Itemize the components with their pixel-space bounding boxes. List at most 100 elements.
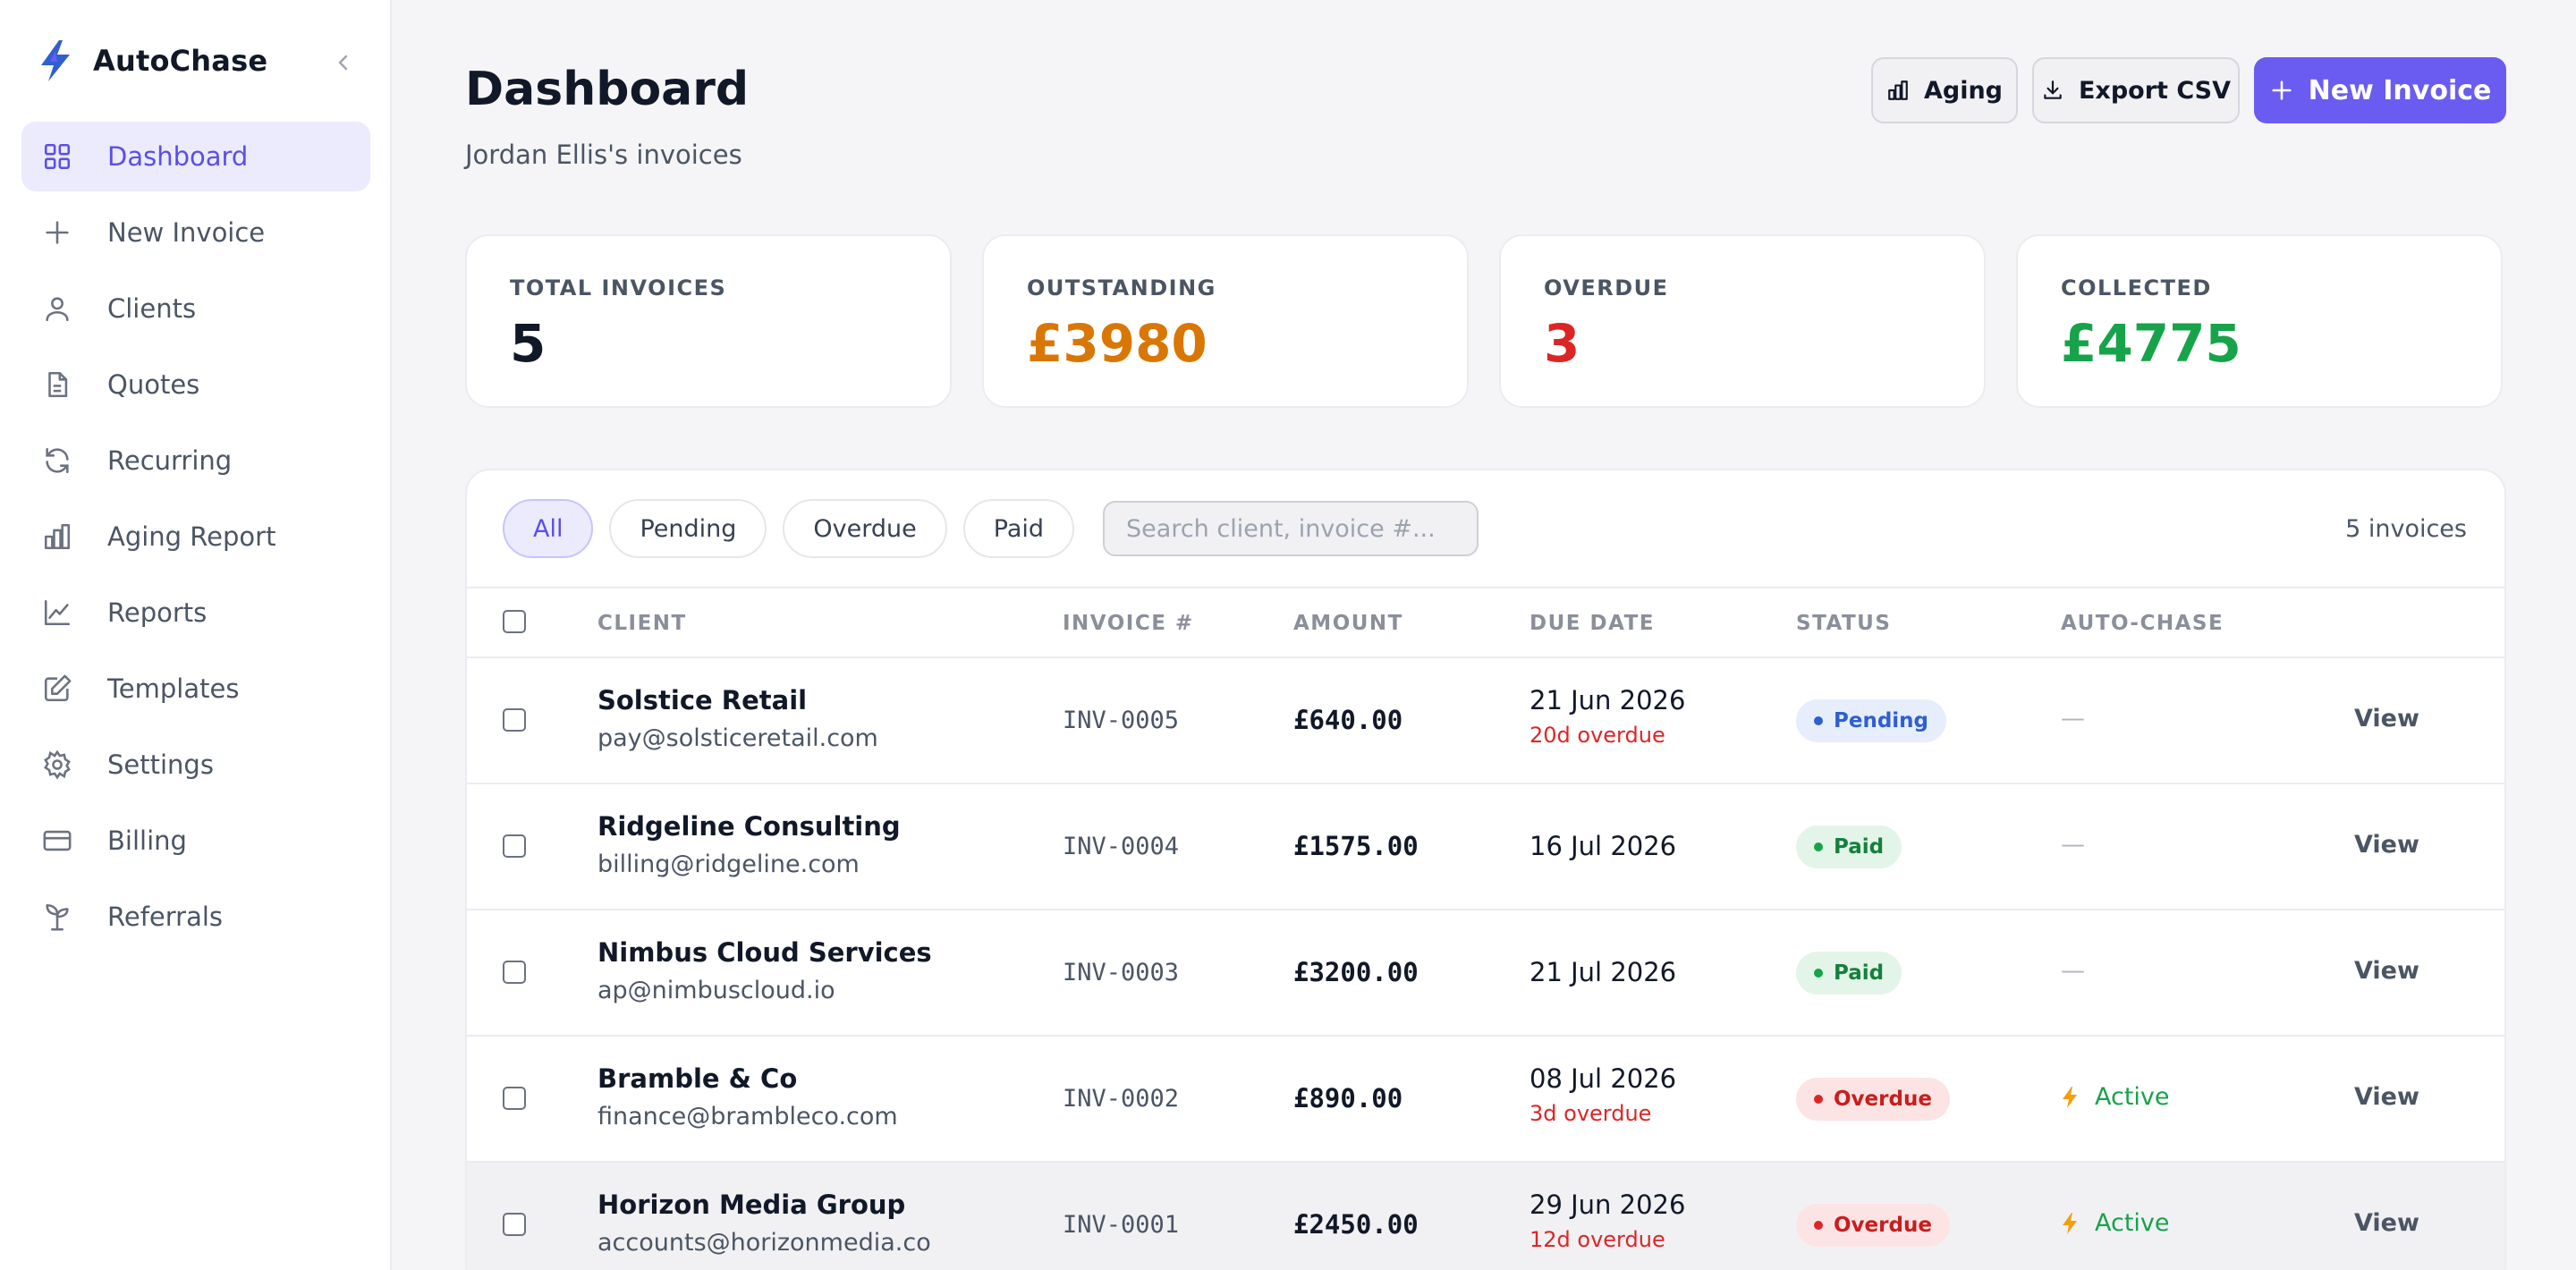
sidebar-item-recurring[interactable]: Recurring (21, 426, 370, 495)
client-name: Ridgeline Consulting (597, 811, 901, 842)
row-checkbox[interactable] (503, 961, 526, 984)
sidebar-item-billing[interactable]: Billing (21, 806, 370, 876)
sidebar-item-clients[interactable]: Clients (21, 274, 370, 343)
sidebar-item-reports[interactable]: Reports (21, 578, 370, 648)
sprout-icon (39, 899, 75, 935)
filter-chip-overdue[interactable]: Overdue (783, 499, 947, 558)
invoice-amount: £890.00 (1293, 1083, 1403, 1113)
status-label: Overdue (1834, 1088, 1932, 1111)
invoice-number: INV-0003 (1063, 959, 1180, 986)
filter-bar: All Pending Overdue Paid (503, 499, 1479, 558)
client-email: pay@solsticeretail.com (597, 724, 878, 752)
table-row[interactable]: Nimbus Cloud Services ap@nimbuscloud.io … (467, 910, 2504, 1037)
stat-card-overdue: OVERDUE 3 (1499, 234, 1986, 408)
brand-name: AutoChase (93, 44, 268, 78)
lightning-icon (2061, 1212, 2079, 1235)
collapse-sidebar-button[interactable] (326, 45, 361, 80)
status-dot (1814, 716, 1823, 725)
stat-value: 5 (510, 313, 547, 374)
sidebar-item-label: Aging Report (107, 521, 276, 552)
view-link[interactable]: View (2354, 705, 2419, 732)
row-checkbox[interactable] (503, 834, 526, 858)
new-invoice-button-label: New Invoice (2308, 74, 2492, 106)
column-header-amount: AMOUNT (1293, 612, 1403, 635)
sidebar-item-label: New Invoice (107, 217, 266, 248)
auto-chase-value: Active (2061, 1083, 2170, 1111)
sidebar-item-settings[interactable]: Settings (21, 730, 370, 800)
new-invoice-button[interactable]: New Invoice (2254, 57, 2506, 123)
table-row[interactable]: Bramble & Co finance@brambleco.com INV-0… (467, 1037, 2504, 1163)
grid-icon (39, 139, 75, 174)
client-name: Nimbus Cloud Services (597, 937, 932, 968)
column-header-due-date: DUE DATE (1530, 612, 1655, 635)
brand[interactable]: AutoChase (36, 36, 267, 86)
status-dot (1814, 1221, 1823, 1230)
view-link[interactable]: View (2354, 831, 2419, 859)
status-label: Paid (1834, 835, 1885, 859)
client-email: accounts@horizonmedia.co (597, 1229, 931, 1257)
stat-label: OVERDUE (1544, 275, 1669, 301)
sidebar-item-new-invoice[interactable]: New Invoice (21, 198, 370, 267)
row-checkbox[interactable] (503, 708, 526, 732)
client-email: ap@nimbuscloud.io (597, 977, 835, 1004)
auto-chase-label: Active (2095, 1083, 2170, 1111)
export-csv-button-label: Export CSV (2078, 76, 2231, 105)
invoice-count: 5 invoices (2345, 515, 2467, 543)
bar-chart-icon (1886, 79, 1910, 102)
table-row[interactable]: Ridgeline Consulting billing@ridgeline.c… (467, 784, 2504, 910)
export-csv-button[interactable]: Export CSV (2032, 57, 2240, 123)
sidebar-item-aging-report[interactable]: Aging Report (21, 502, 370, 572)
due-date: 21 Jun 2026 (1530, 685, 1686, 715)
aging-button[interactable]: Aging (1871, 57, 2018, 123)
lightning-icon (2061, 1086, 2079, 1109)
stat-label: TOTAL INVOICES (510, 275, 727, 301)
filter-chip-all[interactable]: All (503, 499, 594, 558)
row-checkbox[interactable] (503, 1087, 526, 1110)
page-title: Dashboard (465, 63, 750, 116)
column-header-auto-chase: AUTO-CHASE (2061, 612, 2224, 635)
invoice-amount: £640.00 (1293, 705, 1403, 735)
client-email: billing@ridgeline.com (597, 851, 860, 878)
table-row[interactable]: Solstice Retail pay@solsticeretail.com I… (467, 658, 2504, 784)
auto-chase-value: — (2061, 705, 2085, 732)
client-name: Bramble & Co (597, 1063, 798, 1094)
stat-label: OUTSTANDING (1027, 275, 1216, 301)
table-row[interactable]: Horizon Media Group accounts@horizonmedi… (467, 1163, 2504, 1270)
filter-chip-paid[interactable]: Paid (962, 499, 1075, 558)
sidebar-item-quotes[interactable]: Quotes (21, 350, 370, 419)
download-icon (2041, 79, 2064, 102)
page-subtitle: Jordan Ellis's invoices (465, 140, 742, 170)
main-content: Dashboard Jordan Ellis's invoices Aging … (392, 0, 2576, 1270)
bar-chart-icon (39, 519, 75, 555)
view-link[interactable]: View (2354, 957, 2419, 985)
search-input[interactable] (1103, 501, 1479, 556)
user-icon (39, 291, 75, 326)
sidebar-item-label: Clients (107, 293, 197, 324)
select-all-checkbox[interactable] (503, 610, 526, 633)
sidebar-item-templates[interactable]: Templates (21, 654, 370, 724)
status-badge: Overdue (1796, 1078, 1950, 1121)
sidebar-nav: Dashboard New Invoice Clients Quotes Rec… (21, 122, 370, 958)
column-header-status: STATUS (1796, 612, 1892, 635)
view-link[interactable]: View (2354, 1083, 2419, 1111)
status-label: Paid (1834, 961, 1885, 985)
sidebar: AutoChase Dashboard New Invoice Clients (0, 0, 392, 1270)
overdue-note: 20d overdue (1530, 723, 1665, 748)
plus-icon (39, 215, 75, 250)
gear-icon (39, 747, 75, 783)
stat-card-collected: COLLECTED £4775 (2016, 234, 2503, 408)
row-checkbox[interactable] (503, 1213, 526, 1236)
sidebar-item-label: Dashboard (107, 141, 249, 172)
sidebar-item-label: Settings (107, 749, 214, 780)
chevron-left-icon (338, 55, 348, 71)
invoice-number: INV-0005 (1063, 707, 1180, 734)
status-dot (1814, 969, 1823, 978)
view-link[interactable]: View (2354, 1209, 2419, 1237)
client-name: Solstice Retail (597, 685, 808, 715)
sidebar-item-referrals[interactable]: Referrals (21, 882, 370, 952)
invoice-amount: £3200.00 (1293, 957, 1419, 987)
filter-chip-pending[interactable]: Pending (609, 499, 767, 558)
sidebar-item-label: Reports (107, 597, 208, 628)
sidebar-item-dashboard[interactable]: Dashboard (21, 122, 370, 191)
column-header-invoice: INVOICE # (1063, 612, 1194, 635)
